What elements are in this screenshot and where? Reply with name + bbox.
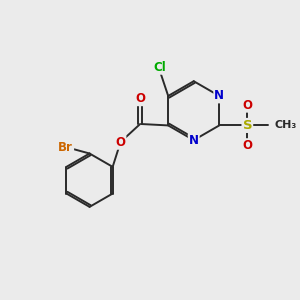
Text: O: O	[242, 139, 252, 152]
Text: O: O	[116, 136, 125, 149]
Text: N: N	[189, 134, 199, 147]
Text: O: O	[242, 99, 252, 112]
Text: S: S	[242, 119, 252, 132]
Text: O: O	[135, 92, 145, 105]
Text: Cl: Cl	[153, 61, 166, 74]
Text: CH₃: CH₃	[274, 120, 296, 130]
Text: Br: Br	[58, 141, 73, 154]
Text: N: N	[214, 89, 224, 102]
